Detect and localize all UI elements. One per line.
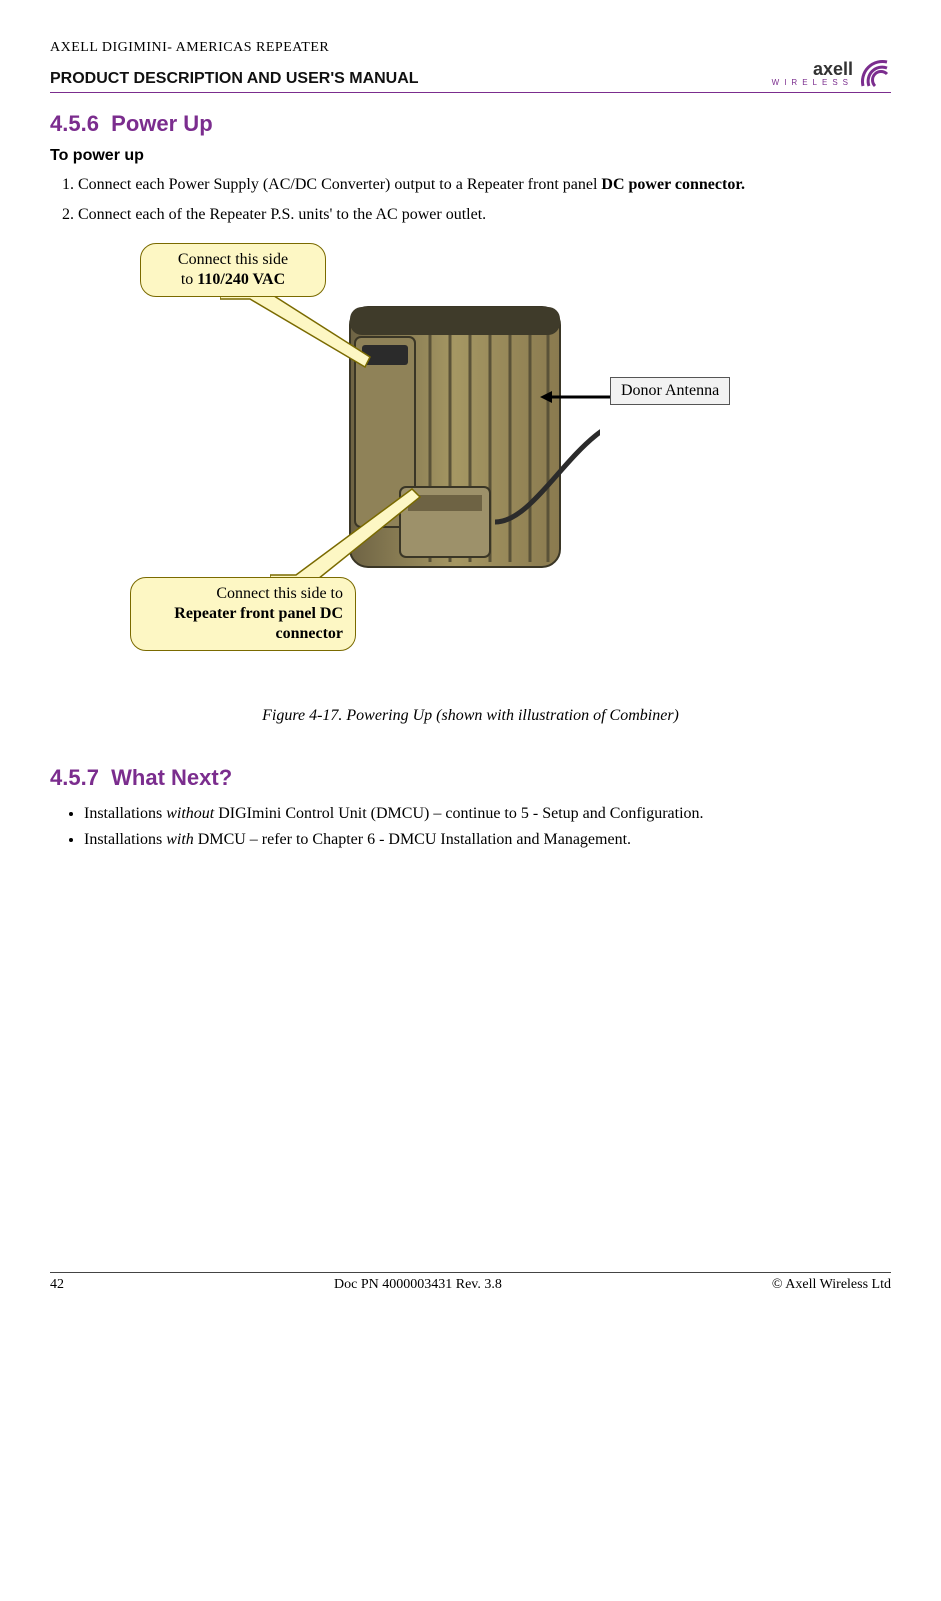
section-power-up: 4.5.6 Power Up [50, 111, 891, 137]
brand-logo: axell WIRELESS [772, 56, 891, 90]
header-runner: AXELL DIGIMINI- AMERICAS REPEATER [50, 40, 891, 56]
callout-ac-line2b: 110/240 VAC [197, 271, 285, 288]
section-number: 4.5.6 [50, 111, 99, 136]
step-2: Connect each of the Repeater P.S. units'… [78, 203, 891, 227]
power-up-steps: Connect each Power Supply (AC/DC Convert… [50, 173, 891, 227]
what-next-bullets: Installations without DIGImini Control U… [50, 801, 891, 852]
wireless-arcs-icon [857, 56, 891, 90]
footer-copyright: © Axell Wireless Ltd [772, 1277, 891, 1293]
callout-dc-pointer [270, 487, 430, 587]
section-what-next: 4.5.7 What Next? [50, 765, 891, 791]
callout-dc-line1: Connect this side to [216, 585, 343, 602]
step-1: Connect each Power Supply (AC/DC Convert… [78, 173, 891, 197]
b1i: without [166, 805, 214, 822]
callout-dc-line2: Repeater front panel DC connector [174, 605, 343, 642]
figure-power-up: Connect this side to 110/240 VAC Donor A… [110, 247, 891, 677]
logo-text: axell [813, 59, 853, 79]
callout-donor-antenna: Donor Antenna [610, 377, 730, 405]
header-row: PRODUCT DESCRIPTION AND USER'S MANUAL ax… [50, 56, 891, 93]
callout-dc-side: Connect this side to Repeater front pane… [130, 577, 356, 651]
bullet-with-dmcu: Installations with DMCU – refer to Chapt… [84, 827, 891, 853]
bullet-without-dmcu: Installations without DIGImini Control U… [84, 801, 891, 827]
footer-doc-id: Doc PN 4000003431 Rev. 3.8 [334, 1277, 502, 1293]
step1-text-a: Connect each Power Supply (AC/DC Convert… [78, 176, 601, 193]
section-title: Power Up [111, 111, 212, 136]
footer-page-number: 42 [50, 1277, 64, 1293]
b2i: with [166, 831, 194, 848]
page-header: AXELL DIGIMINI- AMERICAS REPEATER PRODUC… [50, 40, 891, 93]
step1-text-b: DC power connector. [601, 176, 745, 193]
callout-ac-side: Connect this side to 110/240 VAC [140, 243, 326, 297]
logo-subtext: WIRELESS [772, 78, 853, 87]
section-number-2: 4.5.7 [50, 765, 99, 790]
b1b: DIGImini Control Unit (DMCU) – continue … [214, 805, 703, 822]
subhead-to-power-up: To power up [50, 147, 891, 165]
b2a: Installations [84, 831, 166, 848]
callout-ac-line2a: to [181, 271, 197, 288]
b2b: DMCU – refer to Chapter 6 - DMCU Install… [194, 831, 631, 848]
figure-caption: Figure 4-17. Powering Up (shown with ill… [50, 707, 891, 725]
callout-ac-line1: Connect this side [178, 251, 288, 268]
antenna-arrow-icon [540, 387, 620, 407]
b1a: Installations [84, 805, 166, 822]
page-footer: 42 Doc PN 4000003431 Rev. 3.8 © Axell Wi… [50, 1272, 891, 1293]
callout-ac-pointer [220, 287, 380, 377]
logo-text-block: axell WIRELESS [772, 59, 853, 87]
section-title-2: What Next? [111, 765, 232, 790]
header-title: PRODUCT DESCRIPTION AND USER'S MANUAL [50, 70, 419, 90]
